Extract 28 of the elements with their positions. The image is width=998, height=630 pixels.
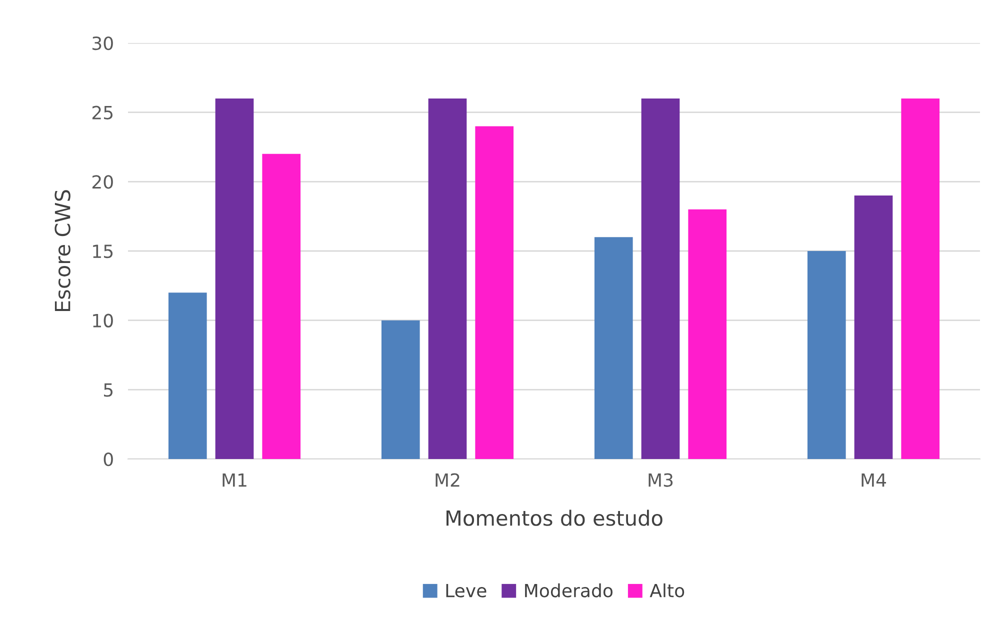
y-tick-label: 25 <box>92 106 113 120</box>
y-tick-label: 5 <box>104 383 113 397</box>
legend-label: Moderado <box>525 583 613 598</box>
bar <box>215 98 254 459</box>
bar <box>262 154 301 459</box>
bar <box>807 251 846 459</box>
x-tick-label: M4 <box>862 473 886 487</box>
x-axis-title: Momentos do estudo <box>446 510 662 526</box>
y-tick-label: 15 <box>93 244 113 258</box>
y-tick-label: 30 <box>92 36 113 50</box>
x-tick-label: M3 <box>648 473 673 487</box>
y-tick-label: 10 <box>93 314 113 328</box>
bar <box>641 98 680 459</box>
bar <box>428 98 467 459</box>
bar <box>475 126 514 459</box>
y-tick-label: 0 <box>104 452 113 466</box>
bar <box>854 196 893 459</box>
bar <box>381 320 420 459</box>
bar <box>901 98 940 459</box>
bar <box>168 292 207 459</box>
bar <box>688 209 727 459</box>
legend-label: Leve <box>446 584 486 598</box>
y-tick-label: 20 <box>92 175 113 189</box>
x-tick-label: M2 <box>436 473 460 487</box>
bar <box>594 237 633 459</box>
y-axis-title: Escore CWS <box>54 190 70 312</box>
x-tick-label: M1 <box>222 473 246 487</box>
legend-label: Alto <box>650 583 684 598</box>
